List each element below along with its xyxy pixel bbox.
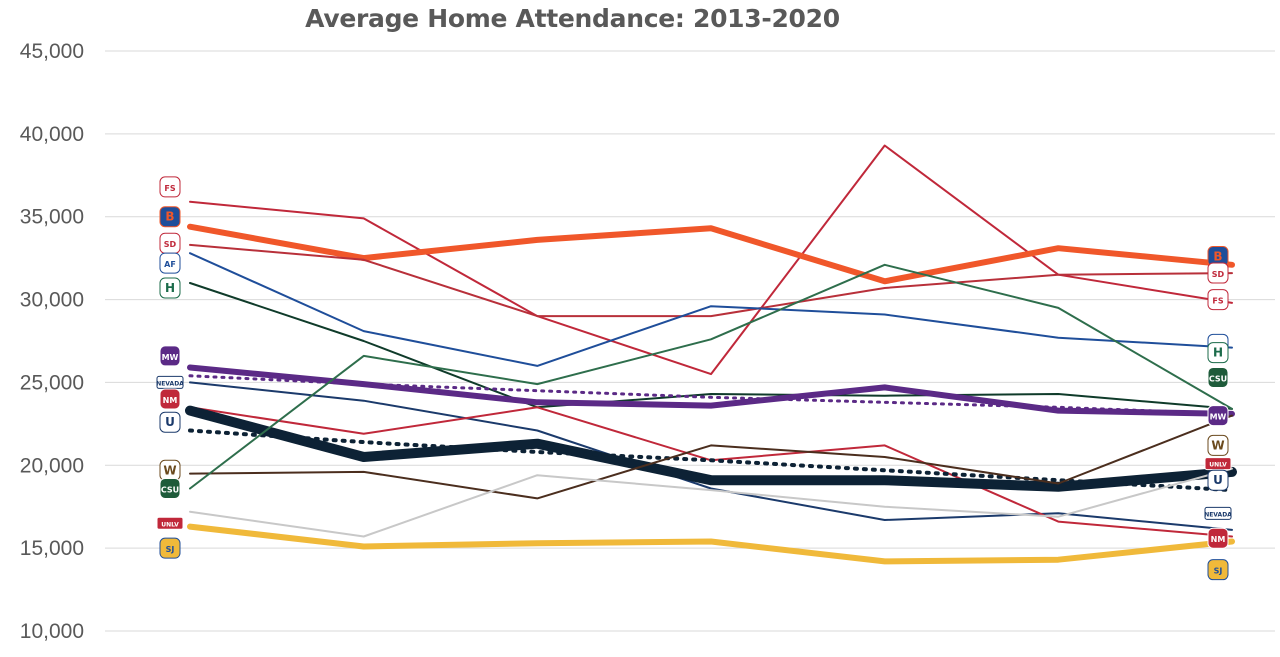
team-logos: FSBSDAFHMWNEVADANMUWCSUUNLVSJBSDFSAFHCSU… (156, 176, 1232, 581)
y-tick-label: 10,000 (20, 620, 84, 643)
series-line-nevada (189, 381, 1233, 531)
logo-badge (159, 206, 181, 228)
logo-badge (1207, 366, 1229, 388)
logo-badge (1207, 469, 1229, 491)
series-line-boise-state (187, 223, 1235, 285)
logo-badge (1207, 289, 1229, 311)
series-line-san-jose-state (187, 523, 1235, 565)
san-diego-state-logo: SD (159, 232, 181, 254)
logo-badge (156, 516, 184, 530)
series-line-mountain-west-avg (187, 364, 1235, 417)
series-line-fbs-average (185, 405, 1237, 492)
logo-badge (1207, 527, 1229, 549)
nevada-logo: NEVADA (1204, 506, 1232, 520)
boise-state-logo: B (159, 206, 181, 228)
y-tick-label: 25,000 (20, 371, 84, 394)
logo-badge (159, 411, 181, 433)
wyoming-logo: W (159, 459, 181, 481)
unlv-logo: UNLV (156, 516, 184, 530)
logo-glyph: SD (164, 240, 177, 249)
hawaii-logo: H (159, 277, 181, 299)
colorado-state-logo: CSU (1207, 366, 1229, 388)
series-line-unlv (189, 467, 1233, 538)
y-tick-label: 45,000 (20, 40, 84, 63)
chart-title: Average Home Attendance: 2013-2020 (305, 4, 840, 33)
logo-badge (1204, 457, 1232, 471)
logo-badge (159, 176, 181, 198)
logo-glyph: CSU (161, 485, 179, 494)
logo-glyph: AF (164, 260, 176, 269)
series-lines (185, 144, 1237, 565)
series-line-hawaii (189, 282, 1233, 410)
wyoming-logo: W (1207, 434, 1229, 456)
series-line-conference-trend (188, 374, 1234, 416)
series-line-colorado-state (189, 263, 1233, 490)
y-tick-label: 20,000 (20, 454, 84, 477)
fresno-state-logo: FS (159, 176, 181, 198)
logo-badge (159, 277, 181, 299)
logo-glyph: NEVADA (1204, 511, 1232, 518)
logo-badge (159, 345, 181, 367)
san-jose-state-logo: SJ (159, 537, 181, 559)
boise-state-logo: B (1207, 245, 1229, 267)
logo-glyph: W (163, 463, 176, 477)
fresno-state-logo: FS (1207, 289, 1229, 311)
logo-glyph: B (1213, 249, 1222, 263)
logo-glyph: W (1211, 438, 1224, 452)
logo-badge (1207, 342, 1229, 364)
y-tick-label: 40,000 (20, 123, 84, 146)
logo-glyph: B (165, 210, 174, 224)
logo-glyph: MW (1210, 413, 1227, 422)
san-jose-state-logo: SJ (1207, 559, 1229, 581)
y-axis-tick-labels: 10,000 15,000 20,000 25,000 30,000 35,000 40,0… (20, 40, 84, 643)
colorado-state-logo: CSU (159, 477, 181, 499)
logo-badge (156, 375, 184, 389)
logo-glyph: SJ (166, 545, 175, 554)
logo-glyph: H (1213, 346, 1223, 360)
logo-badge (159, 537, 181, 559)
logo-glyph: CSU (1209, 374, 1227, 383)
logo-badge (159, 252, 181, 274)
mountain-west-logo: MW (1207, 405, 1229, 427)
logo-badge (1204, 506, 1232, 520)
series-line-san-diego-state (189, 243, 1233, 318)
logo-glyph: NM (1211, 535, 1226, 544)
logo-glyph: FS (164, 184, 175, 193)
y-tick-label: 35,000 (20, 206, 84, 229)
logo-badge (1207, 559, 1229, 581)
hawaii-logo: H (1207, 342, 1229, 364)
logo-badge (159, 388, 181, 410)
utah-state-logo: U (159, 411, 181, 433)
y-tick-label: 15,000 (20, 537, 84, 560)
logo-glyph: U (1213, 473, 1223, 487)
logo-badge (1207, 434, 1229, 456)
logo-glyph: UNLV (161, 521, 179, 528)
san-diego-state-logo: SD (1207, 262, 1229, 284)
nevada-logo: NEVADA (156, 375, 184, 389)
logo-glyph: UNLV (1209, 462, 1227, 469)
logo-glyph: SJ (1214, 567, 1223, 576)
logo-glyph: FS (1212, 297, 1223, 306)
series-line-wyoming (189, 414, 1233, 500)
logo-glyph: NM (163, 396, 178, 405)
new-mexico-logo: NM (159, 388, 181, 410)
logo-badge (1207, 262, 1229, 284)
utah-state-logo: U (1207, 469, 1229, 491)
series-line-air-force (189, 252, 1233, 367)
logo-glyph: NEVADA (156, 380, 184, 387)
y-tick-label: 30,000 (20, 289, 84, 312)
logo-badge (1207, 405, 1229, 427)
logo-badge (159, 477, 181, 499)
logo-glyph: U (165, 415, 175, 429)
logo-glyph: MW (162, 353, 179, 362)
unlv-logo: UNLV (1204, 457, 1232, 471)
gridlines (105, 50, 1275, 632)
mountain-west-logo: MW (159, 345, 181, 367)
logo-glyph: SD (1212, 270, 1225, 279)
air-force-logo: AF (159, 252, 181, 274)
logo-glyph: H (165, 281, 175, 295)
new-mexico-logo: NM (1207, 527, 1229, 549)
series-line-fbs-trend (188, 428, 1234, 493)
